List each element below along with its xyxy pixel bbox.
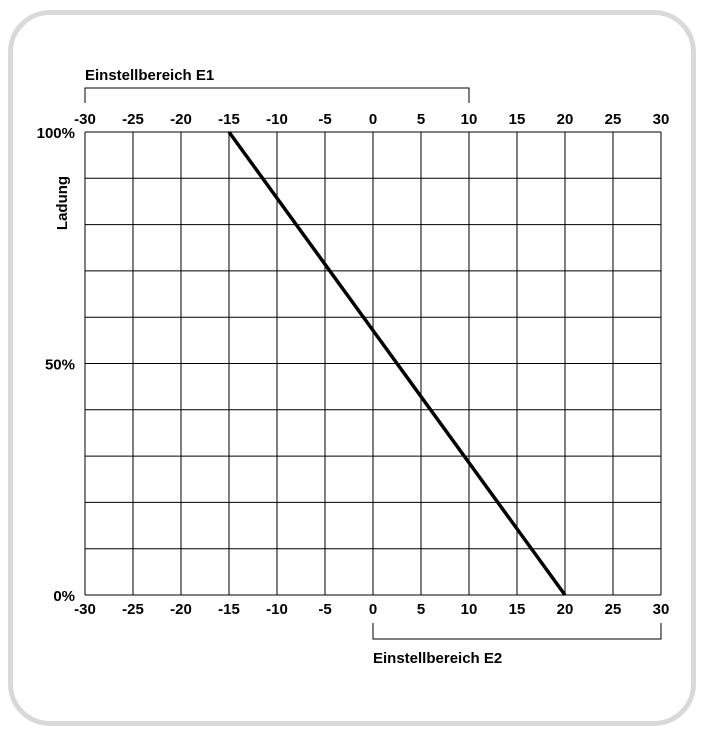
x-tick-label-bottom: 20 (557, 601, 574, 618)
x-tick-label-top: -20 (170, 111, 192, 128)
range-bracket-bottom (372, 623, 662, 640)
x-tick-label-bottom: 30 (653, 601, 670, 618)
range-label-bottom: Einstellbereich E2 (373, 650, 502, 667)
x-tick-label-top: 15 (509, 111, 526, 128)
x-tick-label-bottom: -10 (266, 601, 288, 618)
y-tick-label: 100% (37, 125, 75, 142)
x-tick-label-top: 5 (417, 111, 425, 128)
x-tick-label-top: -25 (122, 111, 144, 128)
chart-series (227, 130, 567, 597)
x-tick-label-bottom: -15 (218, 601, 240, 618)
range-bracket-top (84, 87, 470, 103)
series-line (227, 130, 567, 597)
range-label-top: Einstellbereich E1 (85, 67, 214, 84)
x-tick-label-top: -10 (266, 111, 288, 128)
x-tick-label-top: -15 (218, 111, 240, 128)
chart-frame (8, 10, 696, 726)
x-tick-label-bottom: 10 (461, 601, 478, 618)
x-tick-label-top: 30 (653, 111, 670, 128)
x-tick-label-top: 25 (605, 111, 622, 128)
x-tick-label-bottom: -5 (318, 601, 331, 618)
x-tick-label-bottom: 5 (417, 601, 425, 618)
x-tick-label-bottom: -30 (74, 601, 96, 618)
range-brackets: Einstellbereich E1 Einstellbereich E2 (84, 67, 662, 667)
x-tick-label-top: -30 (74, 111, 96, 128)
tick-labels: -30 -25 -20 -15 -10 -5 0 5 10 15 20 25 30 -30 -25 -20 -1… (37, 111, 670, 618)
x-tick-label-bottom: 0 (369, 601, 377, 618)
y-tick-label: 50% (45, 357, 75, 374)
x-tick-label-top: -5 (318, 111, 331, 128)
chart-grid (84, 131, 662, 596)
x-tick-label-top: 10 (461, 111, 478, 128)
x-tick-label-top: 0 (369, 111, 377, 128)
x-tick-label-top: 20 (557, 111, 574, 128)
x-tick-label-bottom: 15 (509, 601, 526, 618)
x-tick-label-bottom: -25 (122, 601, 144, 618)
x-tick-label-bottom: -20 (170, 601, 192, 618)
x-tick-label-bottom: 25 (605, 601, 622, 618)
y-tick-label: 0% (53, 588, 75, 605)
y-axis-label: Ladung (54, 176, 71, 230)
